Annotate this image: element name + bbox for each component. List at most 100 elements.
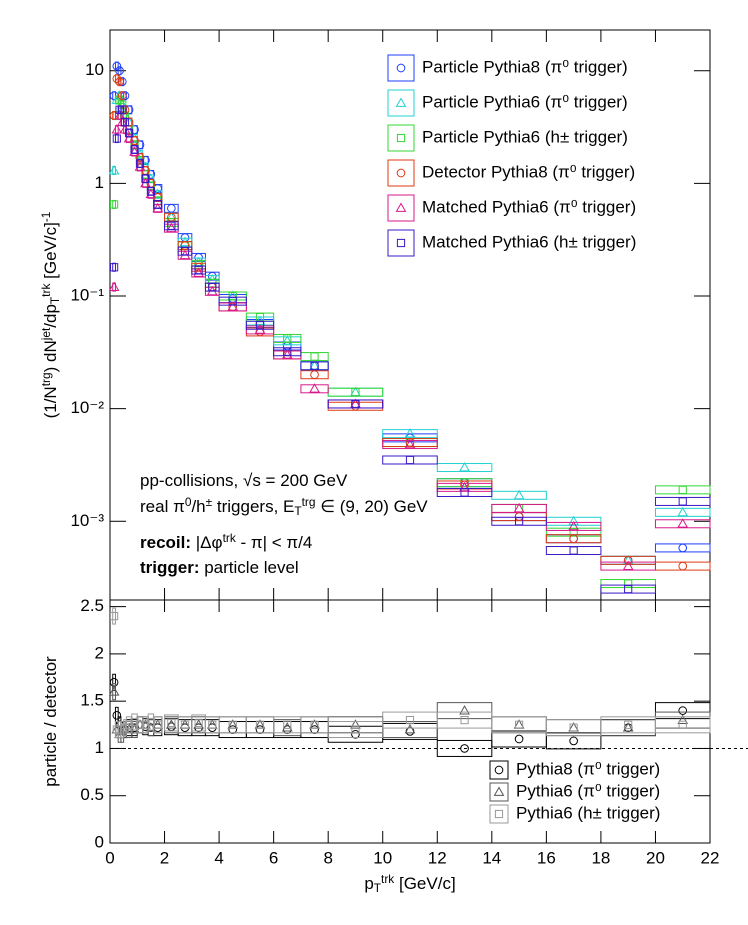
marker	[677, 506, 689, 517]
marker	[309, 383, 320, 393]
legend-box	[387, 159, 415, 187]
marker	[114, 110, 125, 120]
subscript: T	[374, 881, 381, 895]
y-axis-title: (1/Ntrg) dNjet/dpTtrk [GeV/c]-1	[39, 211, 62, 418]
text-part: |Δφ	[191, 533, 223, 552]
marker	[141, 720, 150, 729]
error-box	[654, 716, 711, 734]
marker	[678, 497, 687, 506]
bold-part: recoil:	[140, 533, 191, 552]
marker	[130, 136, 139, 145]
legend-marker	[396, 63, 406, 73]
marker	[351, 725, 360, 734]
marker	[167, 212, 176, 222]
marker	[569, 534, 578, 544]
subscript: T	[48, 297, 62, 304]
legend-box	[489, 760, 509, 780]
marker	[124, 128, 134, 138]
text-part: /dp	[41, 304, 60, 328]
superscript: trk	[39, 284, 53, 297]
marker	[135, 159, 145, 168]
marker	[677, 714, 689, 724]
marker	[351, 399, 360, 409]
marker	[153, 720, 162, 729]
marker	[193, 256, 204, 266]
marker	[166, 222, 177, 233]
marker	[405, 455, 415, 465]
y-tick-label: 1.5	[80, 691, 104, 710]
error-box	[327, 721, 384, 739]
marker	[459, 481, 470, 492]
marker	[310, 352, 319, 361]
legend-box	[387, 229, 415, 257]
superscript: trk	[381, 872, 394, 886]
marker	[180, 247, 190, 256]
marker	[120, 117, 130, 127]
legend-label: Pythia8 (π⁰ trigger)	[516, 759, 660, 778]
marker	[460, 715, 469, 725]
legend-marker	[395, 97, 407, 107]
text-part: (1/N	[41, 386, 60, 418]
marker	[112, 711, 122, 720]
annotation: real π0/h± triggers, ETtrg ∈ (9, 20) GeV	[140, 495, 428, 518]
legend-box	[387, 194, 415, 222]
marker	[569, 546, 578, 555]
x-tick-label: 12	[428, 848, 447, 867]
marker	[678, 485, 687, 494]
marker	[678, 561, 688, 571]
legend-label: Matched Pythia6 (h± trigger)	[422, 232, 636, 251]
x-tick-label: 14	[482, 848, 501, 867]
y-tick-label: 2	[95, 643, 104, 662]
marker	[281, 722, 293, 732]
y-tick-label: 1	[95, 738, 104, 757]
marker	[405, 715, 415, 725]
y-axis-title: particle / detector	[41, 656, 60, 787]
legend-box	[387, 54, 415, 82]
text-part: real π	[140, 497, 185, 516]
marker	[194, 718, 203, 728]
superscript: 0	[185, 495, 192, 509]
x-axis-title: pTtrk [GeV/c]	[364, 872, 455, 895]
marker	[624, 584, 633, 594]
legend-label: Particle Pythia6 (h± trigger)	[422, 127, 628, 146]
error-box	[112, 673, 116, 691]
marker	[514, 734, 524, 744]
legend-marker	[396, 238, 406, 248]
marker	[624, 579, 633, 588]
marker	[108, 165, 120, 175]
legend-box	[387, 89, 415, 117]
marker	[108, 281, 120, 291]
text-part: [GeV/c]	[41, 222, 60, 283]
text-part: pp-collisions, √s = 200 GeV	[140, 471, 348, 490]
legend-marker	[396, 168, 406, 178]
marker	[513, 502, 525, 513]
x-tick-label: 10	[373, 848, 392, 867]
marker	[115, 77, 124, 86]
marker	[117, 91, 127, 101]
y-tick-label: 0.5	[80, 785, 104, 804]
marker	[123, 133, 135, 143]
marker	[109, 611, 119, 621]
y-tick-label: 10⁻³	[70, 511, 104, 530]
x-tick-label: 2	[160, 848, 169, 867]
x-tick-label: 4	[214, 848, 223, 867]
marker	[283, 334, 292, 343]
y-tick-label: 0	[95, 832, 104, 851]
marker	[351, 729, 360, 739]
marker	[404, 428, 416, 438]
marker	[678, 543, 688, 553]
x-tick-label: 0	[105, 848, 114, 867]
marker	[569, 723, 578, 732]
superscript: trk	[223, 531, 236, 545]
legend-box	[387, 124, 415, 152]
marker	[460, 744, 469, 753]
marker	[404, 439, 416, 449]
marker	[283, 720, 292, 729]
text-part: p	[364, 874, 373, 893]
marker	[124, 720, 134, 729]
marker	[623, 556, 633, 565]
text-part: [GeV/c]	[394, 874, 455, 893]
marker	[228, 725, 238, 734]
